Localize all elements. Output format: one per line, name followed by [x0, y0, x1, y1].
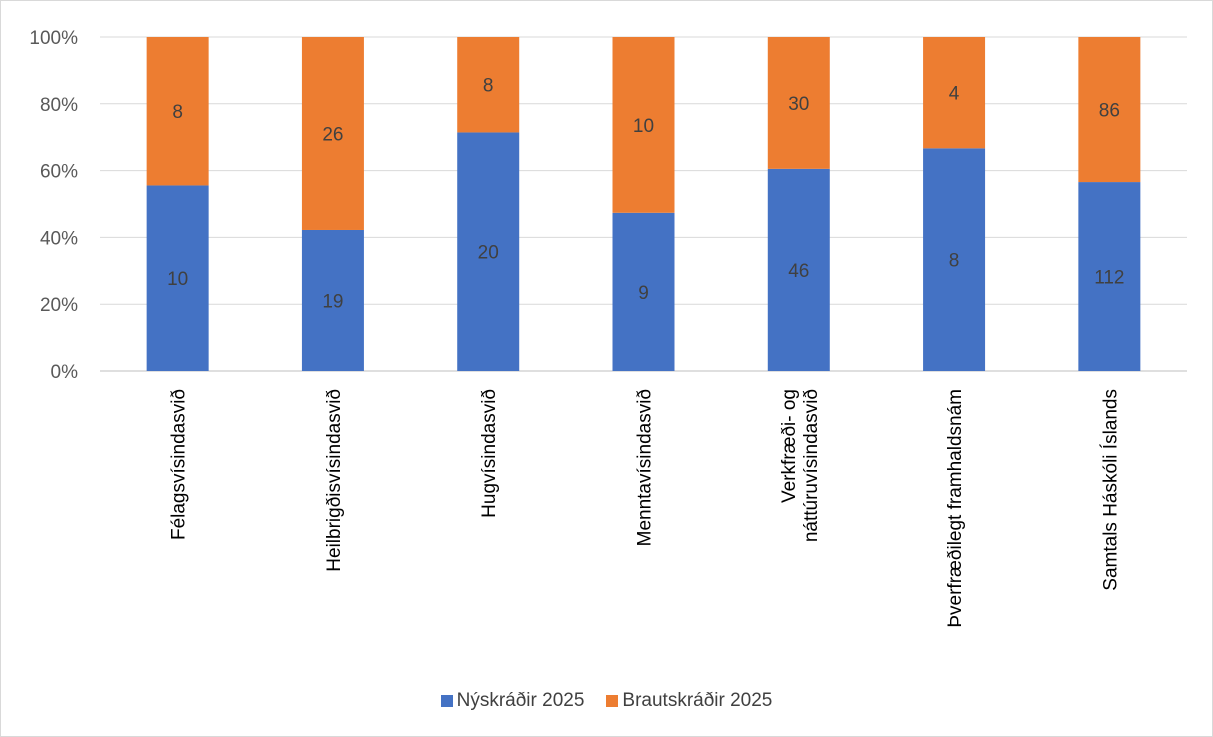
bar-segment	[767, 168, 830, 371]
bar-segment	[146, 185, 209, 371]
data-label: 86	[1099, 101, 1120, 122]
bar-segment	[923, 37, 986, 149]
data-label: 26	[322, 124, 343, 145]
legend-swatch-graduated	[606, 695, 619, 707]
x-category-label: Heilbrigðisvísindasvið	[324, 389, 345, 572]
bar-segment	[301, 37, 364, 230]
bar-segment	[1078, 37, 1141, 183]
y-tick-label: 60%	[40, 162, 78, 183]
legend-swatch-new	[440, 695, 453, 707]
data-label: 9	[638, 283, 649, 304]
y-axis-ticks: 0% 20% 40% 60% 80% 100%	[29, 28, 78, 383]
data-label: 112	[1094, 268, 1124, 289]
x-category-text: Verkfræði- og	[779, 389, 800, 503]
bar-segment	[612, 37, 675, 213]
data-label: 10	[633, 116, 654, 137]
bar-segment	[612, 212, 675, 371]
data-label: 19	[322, 291, 343, 312]
data-label: 4	[949, 84, 960, 105]
x-category-text: Menntavísindasvið	[635, 389, 656, 546]
bar-segment	[146, 37, 209, 186]
data-label: 8	[483, 76, 494, 97]
bars	[146, 37, 1141, 371]
bar-segment	[923, 148, 986, 371]
data-label: 8	[172, 102, 183, 123]
x-category-label: Samtals Háskóli Íslands	[1100, 389, 1121, 591]
legend-item-graduated: Brautskráðir 2025	[606, 690, 772, 712]
x-category-label: Verkfræði- og náttúruvísindasvið	[779, 389, 822, 542]
x-category-text: Félagsvísindasvið	[169, 389, 190, 540]
x-category-text: Heilbrigðisvísindasvið	[324, 389, 345, 572]
y-tick-label: 80%	[40, 95, 78, 116]
bar-segment	[301, 229, 364, 371]
x-category-text: Þverfræðilegt framhaldsnám	[945, 389, 966, 628]
data-label: 46	[788, 261, 809, 282]
x-axis-categories: Félagsvísindasvið Heilbrigðisvísindasvið H…	[169, 389, 1122, 628]
x-category-label: Menntavísindasvið	[635, 389, 656, 546]
data-label: 8	[949, 251, 960, 272]
legend-label-new: Nýskráðir 2025	[456, 690, 585, 711]
data-label: 20	[478, 243, 499, 264]
data-label: 10	[167, 269, 188, 290]
bar-segment	[767, 37, 830, 169]
x-category-label: Félagsvísindasvið	[169, 389, 190, 540]
data-label: 30	[788, 94, 809, 115]
bar-segment	[1078, 182, 1141, 371]
y-tick-label: 20%	[40, 295, 78, 316]
x-category-text: náttúruvísindasvið	[801, 389, 822, 542]
x-category-text: Hugvísindasvið	[479, 389, 500, 518]
y-tick-label: 40%	[40, 228, 78, 249]
bar-segment	[457, 37, 520, 133]
x-category-label: Þverfræðilegt framhaldsnám	[945, 389, 966, 628]
x-category-text: Samtals Háskóli Íslands	[1100, 389, 1121, 591]
y-tick-label: 0%	[51, 362, 79, 383]
x-category-label: Hugvísindasvið	[479, 389, 500, 518]
legend-label-graduated: Brautskráðir 2025	[622, 690, 773, 711]
legend: Nýskráðir 2025 Brautskráðir 2025	[0, 690, 1213, 712]
bar-segment	[457, 132, 520, 371]
y-tick-label: 100%	[29, 28, 78, 49]
data-labels: 10 8 19 26 20 8 9 10 46 30 8 4 112 86	[167, 76, 1124, 313]
legend-item-new: Nýskráðir 2025	[440, 690, 585, 712]
